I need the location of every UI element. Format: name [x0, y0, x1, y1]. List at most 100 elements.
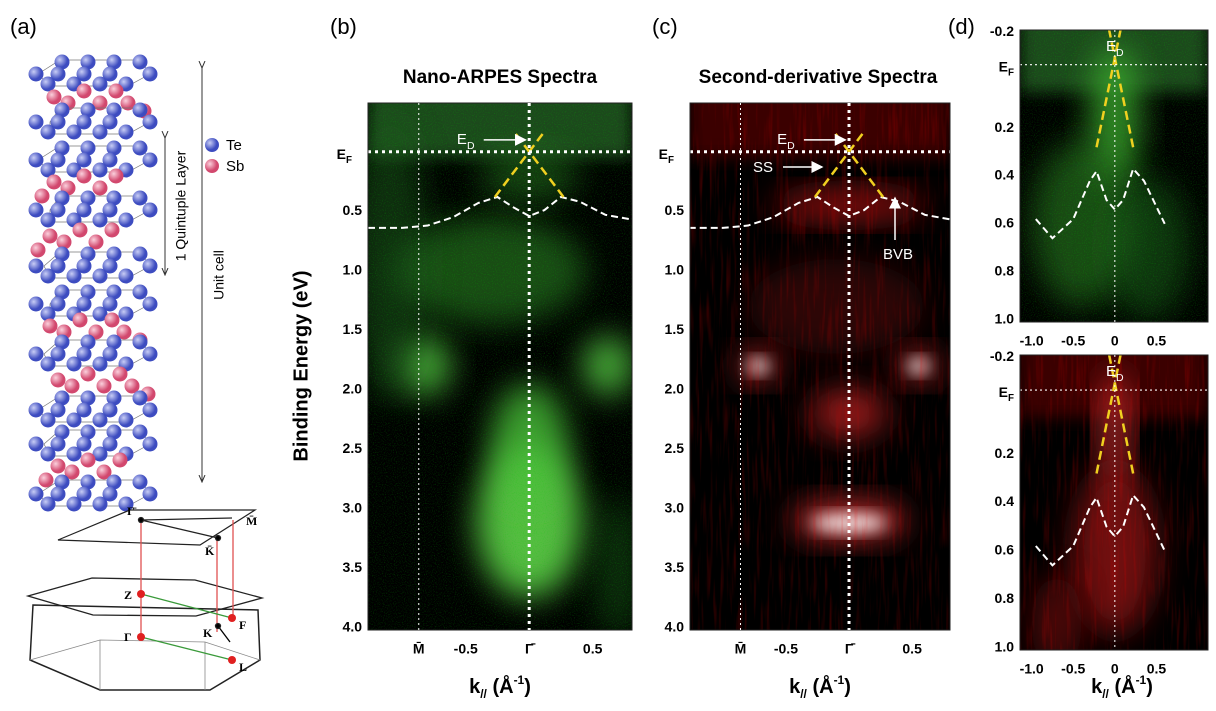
atom [92, 412, 108, 428]
atom [106, 190, 122, 206]
atom [66, 496, 82, 512]
atom [40, 76, 56, 92]
label-base: E [999, 58, 1008, 74]
atom [132, 474, 148, 490]
atom [92, 162, 108, 178]
valence-band-curve [1035, 493, 1166, 567]
y-tick-label: -0.2 [990, 23, 1014, 39]
x-tick-label: Γ̄ [845, 641, 856, 657]
atom [106, 140, 122, 156]
label-base: E [999, 384, 1008, 400]
atom [80, 284, 96, 300]
atom [92, 95, 108, 111]
legend-te [205, 138, 219, 152]
y-tick-label: 4.0 [665, 618, 685, 634]
subscript-label: ED [777, 131, 795, 152]
y-tick-label: 2.0 [665, 380, 685, 396]
label-part: -1 [514, 673, 525, 687]
atom [50, 152, 66, 168]
atom [28, 114, 44, 130]
bz-label: Z [124, 588, 132, 602]
atom [40, 212, 56, 228]
atom [40, 446, 56, 462]
atom [80, 424, 96, 440]
atom [132, 54, 148, 70]
spectrum-image [1020, 355, 1208, 650]
atom [104, 222, 120, 238]
annotation: SS [753, 159, 773, 176]
atom [124, 378, 140, 394]
atom [76, 402, 92, 418]
atom [54, 140, 70, 156]
texture [1020, 355, 1208, 650]
x-tick-label: -1.0 [1020, 333, 1044, 349]
atom [92, 180, 108, 196]
atom [106, 54, 122, 70]
bz-label: K̄ [205, 544, 215, 558]
subscript-label: EF [659, 145, 674, 165]
atom [116, 324, 132, 340]
label-part: ) [1146, 676, 1153, 698]
atom [132, 140, 148, 156]
atom [106, 246, 122, 262]
atom [54, 190, 70, 206]
label-part: ) [524, 676, 531, 698]
atom [80, 140, 96, 156]
atom [50, 202, 66, 218]
atom [50, 436, 66, 452]
atom [142, 114, 158, 130]
subscript-label: ED [1106, 363, 1124, 384]
atom [46, 174, 62, 190]
atom [28, 66, 44, 82]
panel-a: (a) Te Sb 1 Quintuple Layer Unit cell [10, 14, 265, 691]
atom [28, 152, 44, 168]
atom [132, 284, 148, 300]
label-sub: D [787, 140, 795, 152]
atom [66, 124, 82, 140]
atom [112, 366, 128, 382]
atom [132, 390, 148, 406]
spectrum-image [1020, 30, 1208, 322]
atom [92, 496, 108, 512]
atom [142, 66, 158, 82]
dirac-cone [1107, 30, 1135, 148]
label-base: E [777, 131, 787, 148]
atom [80, 246, 96, 262]
atom [108, 168, 124, 184]
bz-label: L [239, 660, 247, 674]
atom [102, 66, 118, 82]
atom [118, 124, 134, 140]
atom [50, 458, 66, 474]
subscript-label: ED [1106, 38, 1124, 59]
dirac-cone [1095, 355, 1122, 474]
label-part: // [1102, 687, 1109, 701]
atom [118, 268, 134, 284]
atom [66, 412, 82, 428]
atom [142, 402, 158, 418]
atom [54, 284, 70, 300]
atom [54, 102, 70, 118]
label-part: // [800, 687, 807, 701]
y-tick-label: 1.0 [995, 310, 1015, 326]
x-tick-label: 0.5 [1147, 661, 1167, 677]
x-tick-label: -0.5 [1061, 333, 1085, 349]
label-sub: F [1008, 393, 1014, 404]
y-tick-label: 1.0 [343, 261, 363, 277]
atom [118, 212, 134, 228]
bz-label: M̄ [246, 514, 257, 528]
atom [92, 446, 108, 462]
y-tick-label: 2.5 [665, 440, 685, 456]
panel-label: (c) [652, 14, 678, 39]
atom [28, 258, 44, 274]
atom [88, 234, 104, 250]
atom [80, 366, 96, 382]
atom [40, 412, 56, 428]
atom [28, 202, 44, 218]
atom [42, 228, 58, 244]
subscript-label: EF [999, 58, 1014, 78]
atom [76, 296, 92, 312]
atom [132, 334, 148, 350]
label-part: (Å [487, 674, 514, 698]
atom [66, 356, 82, 372]
y-tick-label: 1.0 [995, 638, 1015, 654]
